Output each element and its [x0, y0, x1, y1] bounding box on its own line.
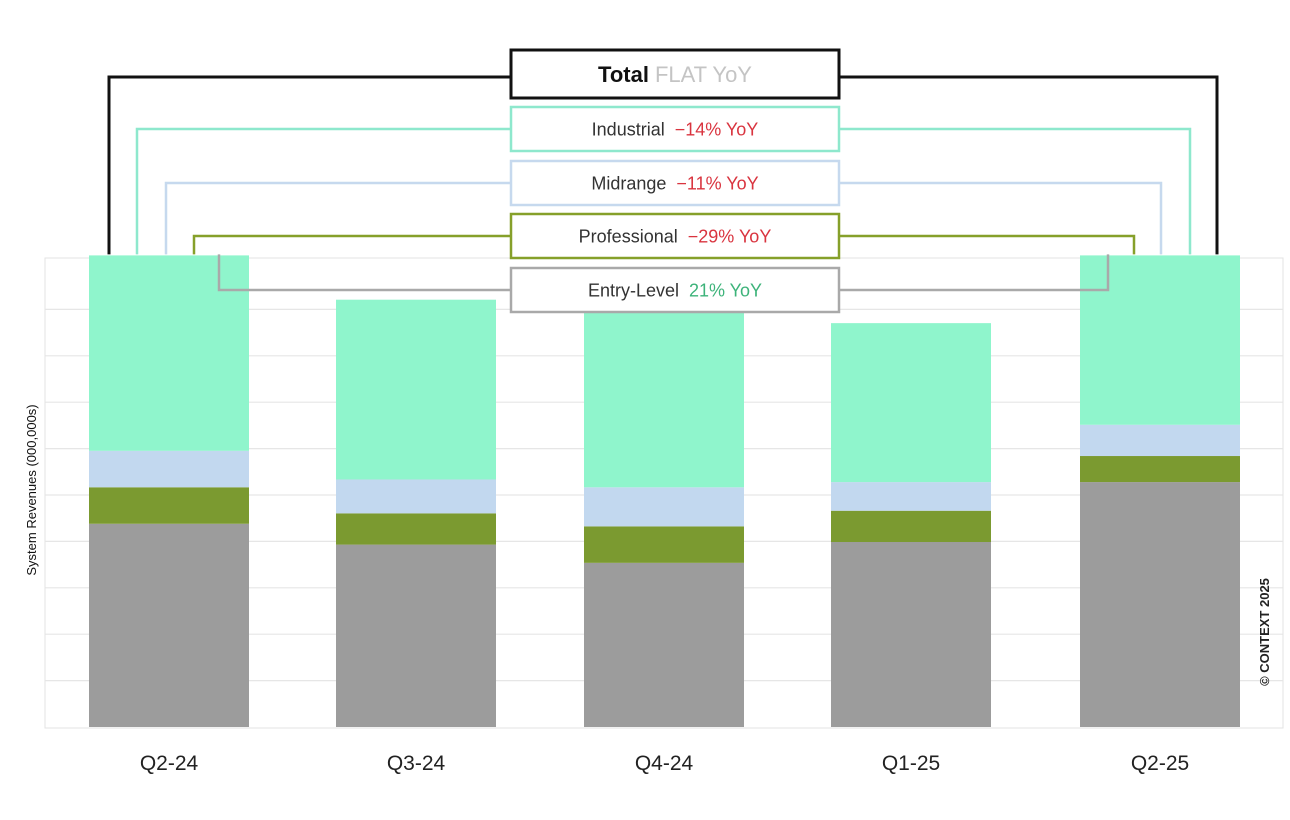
annotation-box-midrange [509, 159, 841, 207]
annotation-change: FLAT YoY [655, 62, 752, 87]
annotation-label-entry: Entry-Level 21% YoY [588, 281, 762, 301]
connector-left-entry [217, 254, 511, 292]
x-tick-label: Q3-24 [387, 752, 446, 775]
bar-segment-industrial [831, 323, 991, 483]
bar-segment-midrange [89, 450, 249, 488]
annotation-label-industrial: Industrial −14% YoY [592, 120, 759, 140]
annotation-box-entry [509, 266, 841, 314]
annotation-box-total [509, 48, 841, 100]
bar-segment-entry-level [1080, 482, 1240, 727]
annotation-change: −14% YoY [675, 120, 759, 140]
x-tick-label: Q2-25 [1131, 752, 1189, 775]
annotation-name: Entry-Level [588, 281, 679, 301]
bar-segment-midrange [336, 479, 496, 514]
bar-segment-entry-level [336, 544, 496, 727]
connector-right-midrange [839, 181, 1163, 255]
bar-segment-professional [584, 526, 744, 563]
connector-left-professional [192, 234, 511, 255]
annotation-box-professional [509, 212, 841, 260]
bar-segment-industrial [584, 278, 744, 488]
annotation-label-total: Total FLAT YoY [598, 62, 752, 87]
annotation-label-professional: Professional −29% YoY [579, 227, 772, 247]
annotation-label-midrange: Midrange −11% YoY [591, 174, 758, 194]
bar-segment-midrange [584, 487, 744, 527]
x-tick-label: Q4-24 [635, 752, 694, 775]
bar-segment-professional [336, 513, 496, 545]
connector-right-total [839, 75, 1219, 255]
bar-segment-entry-level [831, 542, 991, 727]
bars [89, 255, 1240, 727]
x-axis-tick-labels: Q2-24 Q3-24 Q4-24 Q1-25 Q2-25 [140, 752, 1189, 775]
bar-segment-professional [831, 510, 991, 543]
bar-segment-industrial [336, 299, 496, 480]
annotation-name: Professional [579, 227, 678, 247]
connector-right-entry [839, 254, 1110, 292]
x-tick-label: Q1-25 [882, 752, 940, 775]
annotation-name: Midrange [591, 174, 666, 194]
annotation-change: −29% YoY [688, 227, 772, 247]
y-axis-label: System Revenues (000,000s) [24, 404, 39, 575]
copyright-label: © CONTEXT 2025 [1257, 578, 1272, 686]
connector-left-midrange [164, 181, 511, 255]
bar-segment-industrial [89, 255, 249, 451]
annotation-name: Total [598, 62, 649, 87]
bar-segment-industrial [1080, 255, 1240, 425]
annotation-box-industrial [509, 105, 841, 153]
annotation-connectors [107, 75, 1219, 292]
bar-segment-entry-level [89, 523, 249, 727]
annotation-change: −11% YoY [676, 174, 758, 194]
connector-left-industrial [135, 127, 511, 255]
x-tick-label: Q2-24 [140, 752, 199, 775]
connector-right-industrial [839, 127, 1192, 255]
connector-left-total [107, 75, 511, 255]
bar-segment-midrange [831, 482, 991, 511]
bar-segment-professional [89, 487, 249, 524]
annotation-name: Industrial [592, 120, 665, 140]
bar-segment-entry-level [584, 562, 744, 727]
annotation-change: 21% YoY [689, 281, 762, 301]
bar-segment-professional [1080, 456, 1240, 483]
connector-right-professional [839, 234, 1136, 255]
bar-segment-midrange [1080, 424, 1240, 457]
